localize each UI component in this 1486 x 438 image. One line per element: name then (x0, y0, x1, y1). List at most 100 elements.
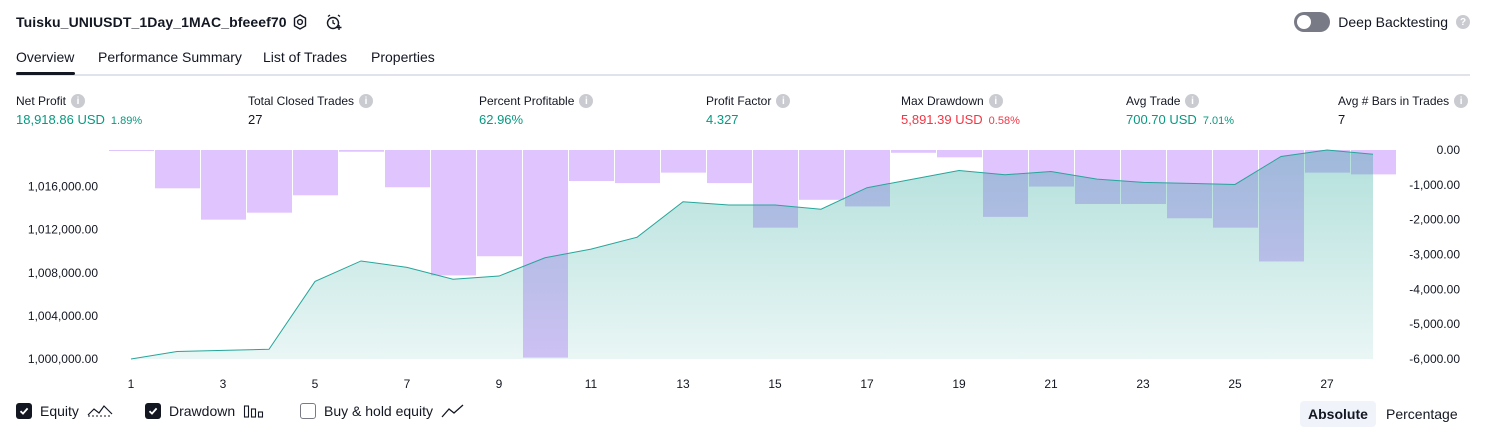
drawdown-bar (891, 150, 936, 153)
y-left-tick-label: 1,008,000.00 (28, 266, 98, 280)
y-right-tick-label: -6,000.00 (1409, 352, 1460, 366)
x-tick-label: 7 (404, 377, 411, 391)
x-tick-label: 13 (676, 377, 690, 391)
legend-equity[interactable]: Equity (16, 403, 113, 419)
info-icon[interactable]: i (71, 94, 86, 108)
stat-percent: 0.58% (988, 115, 1020, 127)
stat-value: 27 (248, 112, 263, 127)
drawdown-bar (385, 150, 430, 188)
drawdown-bar (155, 150, 200, 189)
y-right-tick-label: -2,000.00 (1409, 213, 1460, 227)
x-tick-label: 3 (220, 377, 227, 391)
y-right-tick-label: -3,000.00 (1409, 248, 1460, 262)
stat-label: Profit Factor (706, 94, 772, 108)
drawdown-bar (615, 150, 660, 184)
info-icon[interactable]: i (579, 94, 594, 108)
stat-label: Net Profit (16, 94, 67, 108)
y-right-tick-label: -4,000.00 (1409, 282, 1460, 296)
x-tick-label: 1 (128, 377, 135, 391)
stat-percent-profitable: Percent Profitable i 62.96% (479, 94, 594, 127)
stat-value: 62.96% (479, 112, 524, 127)
strategy-title: Tuisku_UNIUSDT_1Day_1MAC_bfeeef70 (16, 14, 287, 30)
x-tick-label: 21 (1044, 377, 1058, 391)
percentage-button[interactable]: Percentage (1386, 406, 1458, 422)
y-right-tick-label: -5,000.00 (1409, 317, 1460, 331)
stat-max-drawdown: Max Drawdown i 5,891.39 USD 0.58% (901, 94, 1020, 127)
bar-chart-icon (244, 405, 264, 418)
x-tick-label: 27 (1320, 377, 1334, 391)
drawdown-bar (569, 150, 614, 182)
legend-drawdown[interactable]: Drawdown (145, 403, 265, 419)
drawdown-bar (293, 150, 338, 196)
tab-list-of-trades[interactable]: List of Trades (263, 49, 348, 65)
y-right-tick-label: -1,000.00 (1409, 178, 1460, 192)
drawdown-bar (661, 150, 706, 173)
drawdown-bar (431, 150, 476, 276)
stat-avg-bars: Avg # Bars in Trades i 7 (1338, 94, 1469, 127)
equity-label: Equity (40, 403, 79, 419)
drawdown-bar (339, 150, 384, 152)
absolute-button[interactable]: Absolute (1300, 401, 1376, 427)
drawdown-bar (109, 150, 154, 151)
info-icon[interactable]: i (1185, 94, 1200, 108)
x-tick-label: 15 (768, 377, 782, 391)
stat-value: 700.70 USD (1126, 112, 1197, 127)
legend-buy-hold[interactable]: Buy & hold equity (300, 403, 465, 419)
question-icon[interactable]: ? (1456, 15, 1470, 29)
equity-area (131, 150, 1373, 359)
y-left-tick-label: 1,004,000.00 (28, 309, 98, 323)
stat-total-closed-trades: Total Closed Trades i 27 (248, 94, 374, 127)
stat-value: 18,918.86 USD (16, 112, 105, 127)
deep-backtesting-control: Deep Backtesting ? (1294, 12, 1470, 32)
info-icon[interactable]: i (359, 94, 374, 108)
tab-bar: Overview Performance Summary List of Tra… (16, 44, 1470, 76)
drawdown-checkbox[interactable] (145, 403, 161, 419)
stat-label: Avg # Bars in Trades (1338, 94, 1450, 108)
stat-value: 7 (1338, 112, 1346, 127)
stat-percent: 1.89% (110, 115, 143, 127)
x-tick-label: 5 (312, 377, 319, 391)
drawdown-bar (477, 150, 522, 257)
info-icon[interactable]: i (776, 94, 791, 108)
info-icon[interactable]: i (988, 94, 1003, 108)
stat-value: 4.327 (706, 112, 739, 127)
stat-profit-factor: Profit Factor i 4.327 (706, 94, 791, 127)
x-tick-label: 25 (1228, 377, 1242, 391)
drawdown-bar (799, 150, 844, 200)
drawdown-bar (201, 150, 246, 220)
equity-line-icon (87, 405, 113, 417)
stat-label: Avg Trade (1126, 94, 1181, 108)
deep-backtesting-label: Deep Backtesting (1338, 14, 1448, 30)
stat-label: Percent Profitable (479, 94, 575, 108)
y-left-tick-label: 1,000,000.00 (28, 352, 98, 366)
x-tick-label: 9 (496, 377, 503, 391)
tab-properties[interactable]: Properties (371, 49, 435, 65)
add-alert-icon[interactable] (324, 12, 344, 32)
stat-label: Max Drawdown (901, 94, 984, 108)
y-right-tick-label: 0.00 (1437, 143, 1461, 157)
x-tick-label: 23 (1136, 377, 1150, 391)
stat-net-profit: Net Profit i 18,918.86 USD 1.89% (16, 94, 142, 127)
tab-overview[interactable]: Overview (16, 49, 75, 65)
buy-hold-checkbox[interactable] (300, 403, 316, 419)
trend-line-icon (441, 404, 464, 418)
settings-icon[interactable] (290, 12, 310, 32)
y-left-tick-label: 1,016,000.00 (28, 180, 98, 194)
drawdown-bar (937, 150, 982, 158)
tab-performance-summary[interactable]: Performance Summary (98, 49, 242, 65)
equity-drawdown-chart: 1,000,000.00 1,004,000.00 1,008,000.00 1,01… (28, 143, 1461, 391)
buy-hold-label: Buy & hold equity (324, 403, 433, 419)
active-tab-indicator (16, 72, 75, 75)
equity-checkbox[interactable] (16, 403, 32, 419)
drawdown-bar (707, 150, 752, 184)
stat-avg-trade: Avg Trade i 700.70 USD 7.01% (1126, 94, 1234, 127)
y-left-tick-label: 1,012,000.00 (28, 223, 98, 237)
x-tick-label: 17 (860, 377, 874, 391)
stat-percent: 7.01% (1202, 115, 1235, 127)
drawdown-label: Drawdown (169, 403, 236, 419)
info-icon[interactable]: i (1454, 94, 1469, 108)
x-tick-label: 19 (952, 377, 966, 391)
equity-line (130, 149, 1374, 360)
stat-value: 5,891.39 USD (901, 112, 983, 127)
deep-backtesting-toggle[interactable] (1294, 12, 1331, 32)
